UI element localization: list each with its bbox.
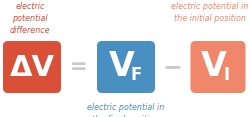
Text: ΔV: ΔV: [10, 54, 54, 82]
Text: V: V: [109, 49, 134, 82]
Text: V: V: [200, 49, 226, 82]
Text: electric potential in
the initial position: electric potential in the initial positi…: [171, 2, 248, 23]
FancyBboxPatch shape: [190, 41, 244, 93]
Text: F: F: [130, 66, 141, 84]
Text: electric
potential
difference: electric potential difference: [10, 2, 50, 35]
Text: I: I: [223, 66, 229, 84]
Text: electric potential in
the final position: electric potential in the final position: [87, 103, 164, 117]
Text: =: =: [70, 57, 87, 77]
Text: −: −: [162, 55, 182, 79]
FancyBboxPatch shape: [96, 41, 154, 93]
FancyBboxPatch shape: [3, 41, 61, 93]
